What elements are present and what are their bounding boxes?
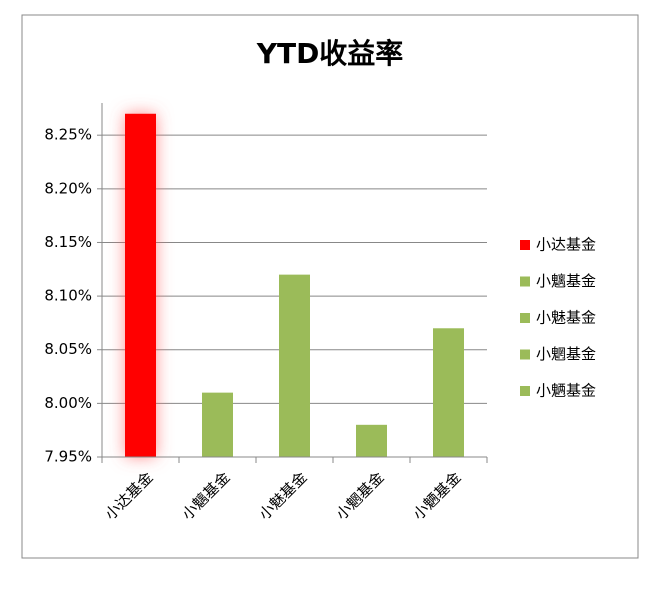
legend-label: 小魉基金 (536, 382, 596, 400)
legend-swatch (520, 313, 530, 323)
bar (279, 274, 310, 457)
chart-frame (21, 14, 639, 559)
y-tick-label: 8.00% (44, 394, 92, 412)
y-tick-label: 8.20% (44, 179, 92, 197)
legend-swatch (520, 240, 530, 250)
bar (356, 424, 387, 457)
legend-swatch (520, 276, 530, 287)
legend-swatch (520, 386, 530, 396)
y-tick-label: 8.10% (44, 287, 92, 305)
bar (202, 392, 233, 457)
legend-label: 小达基金 (536, 236, 596, 254)
bar (433, 328, 464, 457)
legend-swatch (520, 349, 530, 360)
y-tick-label: 8.05% (44, 340, 92, 358)
y-tick-label: 8.15% (44, 233, 92, 251)
legend-label: 小魍基金 (536, 345, 596, 363)
legend-label: 小魑基金 (536, 272, 596, 290)
chart-title: YTD收益率 (256, 37, 404, 70)
legend-label: 小魅基金 (536, 309, 596, 327)
y-tick-label: 8.25% (44, 126, 92, 144)
bar (125, 113, 156, 458)
y-tick-label: 7.95% (44, 448, 92, 466)
